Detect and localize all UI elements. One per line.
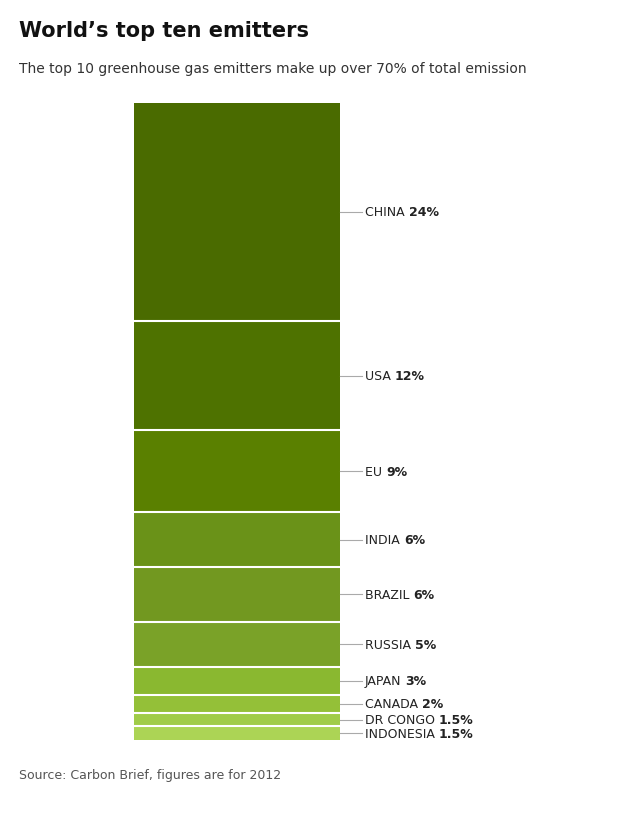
- Text: 24%: 24%: [409, 206, 439, 219]
- Text: 12%: 12%: [395, 370, 425, 383]
- Text: 5%: 5%: [415, 638, 436, 651]
- Text: 6%: 6%: [404, 533, 425, 547]
- Text: 3%: 3%: [406, 675, 427, 687]
- Text: JAPAN: JAPAN: [365, 675, 406, 687]
- Text: INDIA: INDIA: [365, 533, 404, 547]
- Text: Source: Carbon Brief, figures are for 2012: Source: Carbon Brief, figures are for 20…: [19, 768, 281, 782]
- Text: EU: EU: [365, 466, 386, 478]
- Text: World’s top ten emitters: World’s top ten emitters: [19, 21, 309, 41]
- Text: The top 10 greenhouse gas emitters make up over 70% of total emission: The top 10 greenhouse gas emitters make …: [19, 62, 527, 76]
- Text: RUSSIA: RUSSIA: [365, 638, 415, 651]
- Text: 6%: 6%: [414, 588, 435, 601]
- Text: 2%: 2%: [422, 697, 443, 710]
- Text: INDONESIA: INDONESIA: [365, 727, 439, 740]
- Text: 1.5%: 1.5%: [439, 713, 474, 726]
- Text: USA: USA: [365, 370, 395, 383]
- Text: 9%: 9%: [386, 466, 407, 478]
- Text: 1.5%: 1.5%: [439, 727, 474, 740]
- Text: DR CONGO: DR CONGO: [365, 713, 439, 726]
- Text: CANADA: CANADA: [365, 697, 422, 710]
- Text: CHINA: CHINA: [365, 206, 409, 219]
- Text: BRAZIL: BRAZIL: [365, 588, 414, 601]
